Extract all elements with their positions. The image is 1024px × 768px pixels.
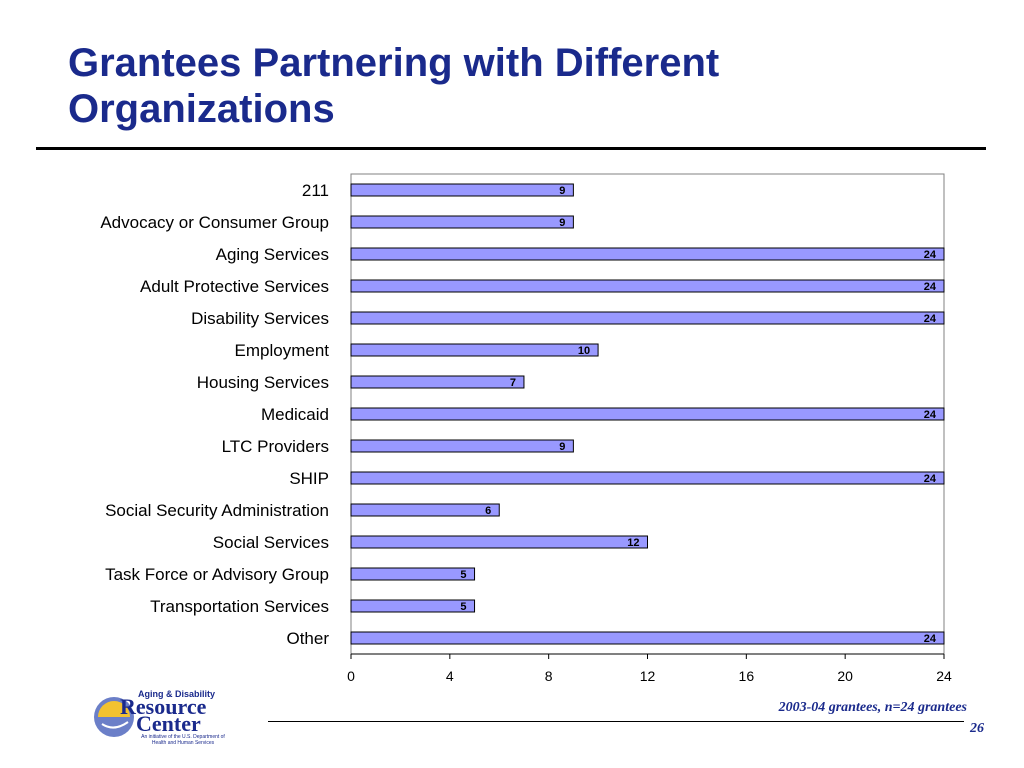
data-label: 9 [559,185,565,197]
data-label: 24 [924,313,937,325]
category-label: Task Force or Advisory Group [105,565,329,584]
data-label: 5 [460,601,466,613]
category-label: SHIP [289,469,329,488]
x-tick-label: 8 [545,668,553,684]
bar [350,535,648,549]
x-tick-label: 4 [446,668,454,684]
slide-title: Grantees Partnering with Different Organ… [68,41,720,131]
data-label: 12 [627,537,639,549]
footer-divider [268,721,964,722]
category-label: Medicaid [261,405,329,424]
bar [350,247,945,261]
page-number: 26 [970,721,984,736]
bar [350,599,476,613]
bar [350,503,500,517]
data-label: 24 [924,473,937,485]
data-label: 24 [924,249,937,261]
logo-name-line2: Center [136,711,201,736]
data-label: 24 [924,409,937,421]
chart-footnote: 2003-04 grantees, n=24 grantees [778,700,967,715]
x-tick-label: 24 [936,668,952,684]
x-tick-label: 20 [837,668,853,684]
category-label: Employment [235,341,330,360]
data-label: 5 [460,569,466,581]
category-label: Other [286,629,329,648]
bar [350,311,945,325]
category-label: Social Security Administration [105,501,329,520]
bar-chart: 211 9 Advocacy or Consumer Group 9 Aging Ser… [100,173,952,684]
title-divider [36,147,986,150]
logo-name-line1: Resource [120,694,207,719]
x-tick-label: 0 [347,668,355,684]
data-label: 9 [559,217,565,229]
category-label: Aging Services [216,245,329,264]
bar [350,343,599,357]
data-label: 24 [924,281,937,293]
data-label: 9 [559,441,565,453]
category-label: Housing Services [197,373,329,392]
category-label: Disability Services [191,309,329,328]
bar [350,439,574,453]
resource-center-logo [94,697,134,737]
data-label: 10 [578,345,590,357]
category-label: Adult Protective Services [140,277,329,296]
x-tick-label: 16 [739,668,755,684]
category-label: Social Services [213,533,329,552]
category-label: LTC Providers [222,437,329,456]
bar [350,215,574,229]
data-label: 6 [485,505,491,517]
data-label: 24 [924,633,937,645]
bar [350,279,945,293]
logo-subline: An initiative of the U.S. Department of … [141,734,225,746]
bar [350,375,525,389]
data-label: 7 [510,377,516,389]
bar [350,183,574,197]
category-label: Transportation Services [150,597,329,616]
bar [350,567,476,581]
category-label: 211 [302,181,329,200]
x-tick-label: 12 [640,668,656,684]
bar [350,407,945,421]
logo-tagline: Aging & Disability [138,689,216,699]
bar [350,631,945,645]
bar [350,471,945,485]
category-label: Advocacy or Consumer Group [100,213,329,232]
